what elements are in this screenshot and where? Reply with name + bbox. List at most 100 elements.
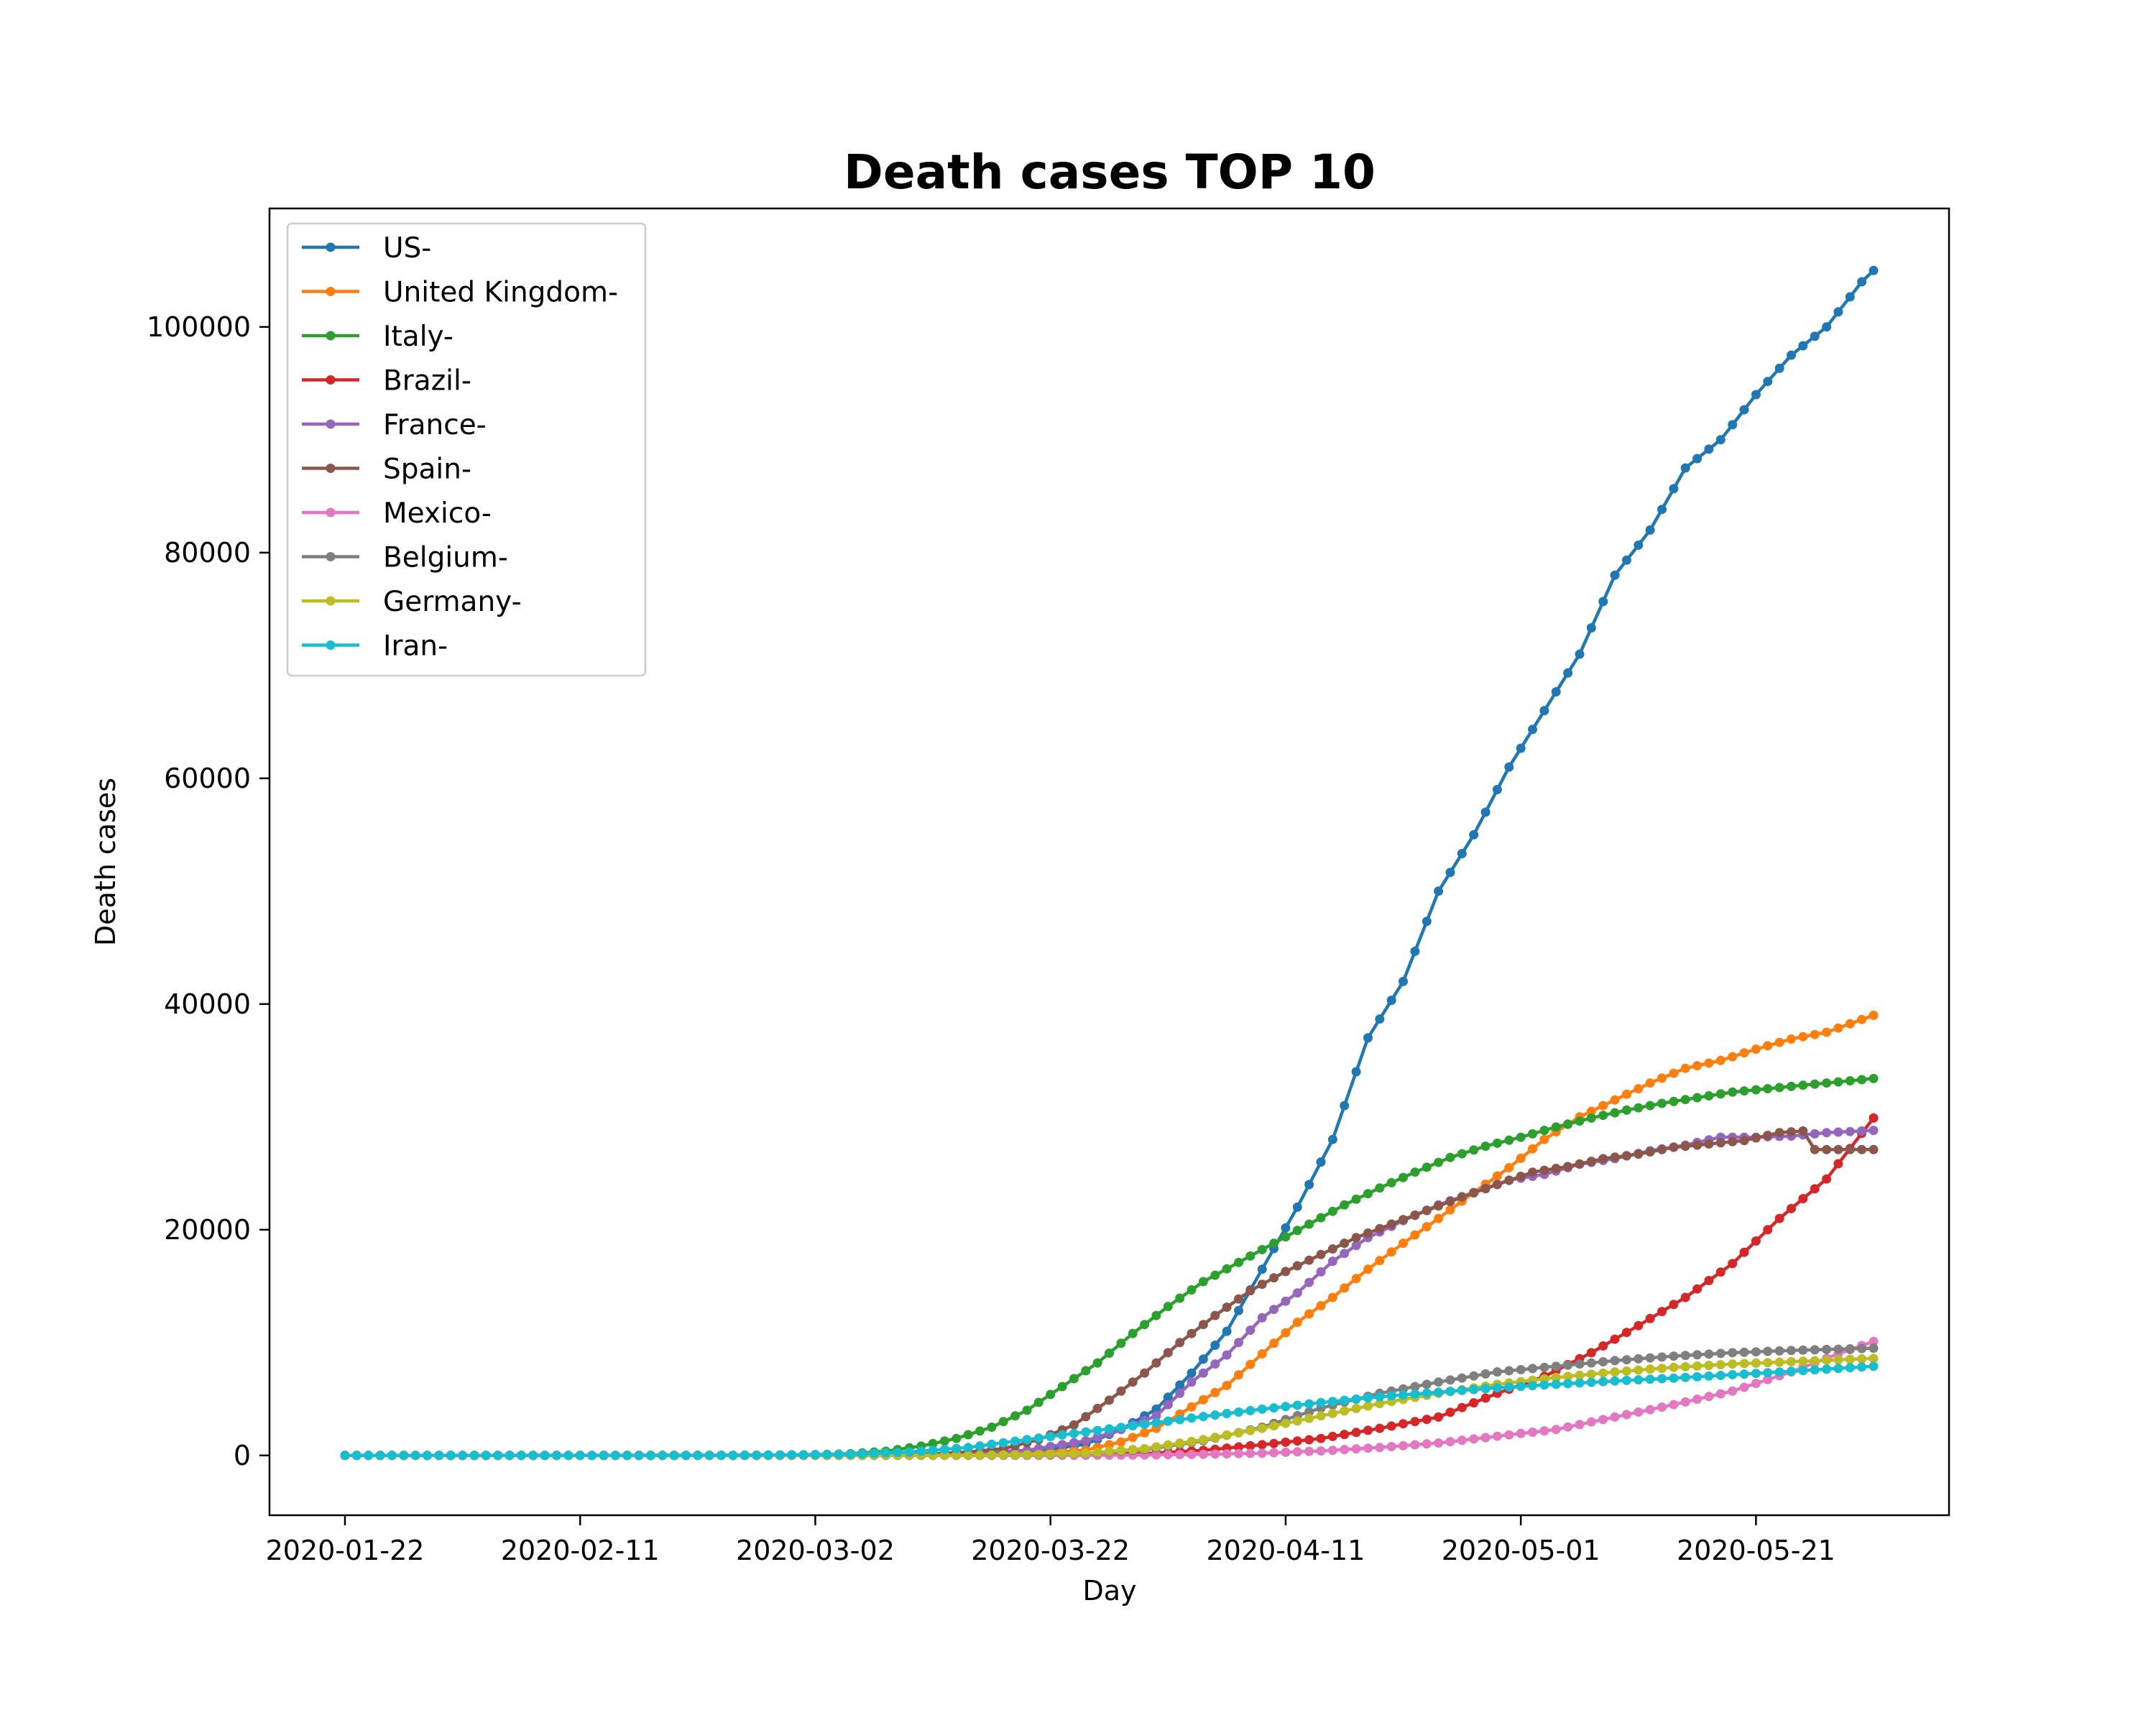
data-point bbox=[717, 1451, 727, 1461]
data-point bbox=[1222, 1409, 1232, 1418]
data-point bbox=[1621, 555, 1631, 565]
data-point bbox=[1492, 1171, 1502, 1181]
data-point bbox=[1563, 668, 1573, 678]
data-point bbox=[1304, 1180, 1314, 1190]
data-point bbox=[1869, 1343, 1879, 1354]
data-point bbox=[1198, 1412, 1208, 1422]
data-point bbox=[1234, 1370, 1243, 1380]
data-point bbox=[1434, 886, 1444, 896]
data-point bbox=[1598, 597, 1608, 607]
data-point bbox=[1304, 1413, 1314, 1423]
data-point bbox=[364, 1451, 374, 1461]
data-point bbox=[1657, 1073, 1667, 1083]
data-point bbox=[516, 1451, 526, 1461]
data-point bbox=[599, 1451, 609, 1461]
data-point bbox=[1292, 1447, 1302, 1457]
data-point bbox=[1187, 1328, 1197, 1338]
data-point bbox=[1763, 1084, 1773, 1094]
data-point bbox=[1281, 1447, 1291, 1457]
data-point bbox=[528, 1451, 538, 1461]
data-point bbox=[1833, 1077, 1843, 1087]
data-point bbox=[1621, 1375, 1631, 1385]
data-point bbox=[1281, 1267, 1291, 1277]
data-point bbox=[1751, 1369, 1761, 1379]
data-point bbox=[1680, 1372, 1690, 1382]
data-point bbox=[1281, 1223, 1291, 1233]
data-point bbox=[1704, 1371, 1714, 1381]
legend-label: Belgium- bbox=[383, 542, 508, 574]
data-point bbox=[1516, 1382, 1526, 1392]
series-united-kingdom bbox=[340, 1011, 1879, 1461]
data-point bbox=[1563, 1119, 1573, 1129]
y-tick-label: 20000 bbox=[164, 1214, 251, 1246]
data-point bbox=[1598, 1368, 1608, 1378]
data-point bbox=[1327, 1397, 1337, 1407]
data-point bbox=[1434, 1201, 1444, 1211]
data-point bbox=[410, 1451, 420, 1461]
data-point bbox=[1269, 1305, 1279, 1315]
data-point bbox=[375, 1451, 385, 1461]
data-point bbox=[1739, 1086, 1749, 1096]
data-point bbox=[1763, 1346, 1773, 1356]
data-point bbox=[1551, 1379, 1561, 1389]
data-point bbox=[1175, 1388, 1185, 1398]
data-point bbox=[1198, 1394, 1208, 1405]
data-point bbox=[1857, 1014, 1867, 1024]
data-point bbox=[787, 1450, 797, 1460]
data-point bbox=[1586, 1377, 1596, 1387]
data-point bbox=[1281, 1328, 1291, 1338]
data-point bbox=[1634, 1320, 1644, 1331]
data-point bbox=[1857, 1126, 1867, 1136]
data-point bbox=[1399, 1440, 1408, 1451]
data-point bbox=[1715, 1138, 1726, 1148]
data-point bbox=[493, 1451, 503, 1461]
data-point bbox=[1163, 1302, 1173, 1312]
data-point bbox=[1469, 1371, 1479, 1381]
data-point bbox=[1222, 1449, 1232, 1459]
data-point bbox=[1598, 1415, 1608, 1425]
legend-item: Spain- bbox=[302, 454, 471, 486]
data-point bbox=[1198, 1435, 1208, 1445]
data-point bbox=[1669, 1362, 1679, 1372]
data-point bbox=[1857, 1075, 1867, 1085]
data-point bbox=[1810, 1365, 1820, 1375]
data-point bbox=[1516, 1365, 1526, 1374]
data-point bbox=[1575, 1420, 1585, 1430]
data-point bbox=[1869, 1361, 1879, 1371]
data-point bbox=[1445, 1205, 1455, 1215]
data-point bbox=[1116, 1386, 1126, 1396]
data-point bbox=[775, 1450, 785, 1460]
data-point bbox=[1563, 1371, 1573, 1382]
data-point bbox=[1351, 1404, 1361, 1413]
data-point bbox=[1669, 1373, 1679, 1383]
data-point bbox=[1327, 1206, 1337, 1216]
data-point bbox=[857, 1449, 867, 1458]
data-point bbox=[1410, 1389, 1420, 1399]
data-point bbox=[1504, 1430, 1514, 1440]
data-point bbox=[1022, 1405, 1032, 1415]
data-point bbox=[1680, 1095, 1690, 1105]
data-point bbox=[1869, 1073, 1879, 1083]
data-point bbox=[1704, 1392, 1714, 1402]
data-point bbox=[1787, 1127, 1796, 1137]
data-point bbox=[1163, 1450, 1173, 1460]
data-point bbox=[1563, 1422, 1573, 1432]
data-point bbox=[1798, 1080, 1808, 1090]
data-point bbox=[1292, 1261, 1302, 1271]
data-point bbox=[1822, 322, 1832, 332]
data-point bbox=[1245, 1325, 1256, 1335]
data-point bbox=[1469, 1434, 1479, 1444]
data-point bbox=[1645, 1364, 1655, 1374]
data-point bbox=[1128, 1433, 1138, 1443]
data-point bbox=[1057, 1440, 1067, 1450]
legend-item: Italy- bbox=[302, 321, 453, 353]
data-point bbox=[1728, 1386, 1738, 1396]
data-point bbox=[1457, 1192, 1467, 1202]
data-point bbox=[1128, 1328, 1138, 1338]
data-point bbox=[1822, 1344, 1832, 1354]
data-point bbox=[1410, 1167, 1420, 1177]
data-point bbox=[1105, 1348, 1114, 1358]
data-point bbox=[1763, 1041, 1773, 1051]
data-point bbox=[1304, 1399, 1314, 1409]
data-point bbox=[1657, 1402, 1667, 1412]
